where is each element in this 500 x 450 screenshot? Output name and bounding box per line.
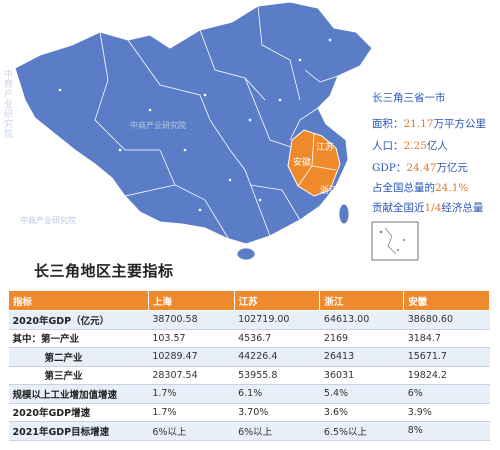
table-title: 长三角地区主要指标	[34, 262, 174, 280]
table-row: 2020年GDP（亿元） 38700.58 102719.00 64613.00…	[8, 310, 490, 330]
row-label: 其中：第一产业	[8, 329, 149, 348]
table-cell: 8%	[403, 421, 490, 441]
table-cell: 3.6%	[319, 403, 404, 422]
table-cell: 3.70%	[234, 403, 320, 422]
map-label-anhui: 安徽	[293, 158, 312, 168]
map-label-shanghai: 上海	[345, 166, 364, 176]
watermark-stamp: 中商产业研究院	[130, 121, 186, 130]
watermark-stamp: 中商产业研究院	[20, 216, 76, 225]
row-label: 第二产业	[8, 347, 149, 367]
table-row: 第三产业 28307.54 53955.8 36031 19824.2	[8, 366, 490, 385]
table-row: 规模以上工业增加值增速 1.7% 6.1% 5.4% 6%	[8, 384, 490, 404]
china-map	[14, 1, 419, 261]
table-cell: 53955.8	[234, 366, 320, 385]
table-cell: 6.1%	[234, 384, 320, 404]
info-share: 占全国总量的24.1%	[372, 182, 469, 194]
table-row: 2020年GDP增速 1.7% 3.70% 3.6% 3.9%	[8, 403, 490, 422]
table-cell: 6%以上	[234, 421, 320, 441]
table-cell: 103.57	[148, 329, 235, 348]
china-land	[14, 1, 373, 245]
city-dots	[58, 38, 332, 212]
table-row: 2021年GDP目标增速 6%以上 6%以上 6.5%以上 8%	[8, 421, 490, 441]
row-label: 规模以上工业增加值增速	[8, 384, 149, 404]
table-cell: 38700.58	[148, 310, 235, 330]
row-label: 2020年GDP（亿元）	[8, 310, 149, 330]
yangtze-delta-region	[287, 129, 341, 197]
map-label-jiangsu: 江苏	[316, 143, 335, 153]
table-cell: 6%以上	[148, 421, 235, 441]
table-cell: 4536.7	[234, 329, 320, 348]
south-sea-inset	[371, 221, 419, 261]
table-cell: 64613.00	[319, 310, 404, 330]
info-population: 人口：2.25亿人	[372, 140, 448, 152]
table-cell: 1.7%	[148, 403, 235, 422]
table-header-row: 指标 上海 江苏 浙江 安徽	[8, 290, 490, 311]
hainan-island	[236, 247, 256, 261]
table-cell: 10289.47	[148, 347, 235, 367]
info-heading: 长三角三省一市	[372, 92, 446, 104]
table-cell: 102719.00	[234, 310, 320, 330]
column-header: 江苏	[233, 290, 321, 311]
table-cell: 15671.7	[403, 347, 490, 367]
map-area: 江苏 上海 安徽 浙江 中商产业研究院 中商产业研究院 中商产业研究院 长三角三…	[4, 1, 487, 261]
table-cell: 26413	[319, 347, 404, 367]
table-cell: 6.5%以上	[319, 421, 404, 441]
watermark-side: 中商产业研究院	[4, 70, 14, 140]
table-cell: 3.9%	[403, 403, 490, 422]
table-cell: 44226.4	[234, 347, 320, 367]
table-row: 其中：第一产业 103.57 4536.7 2169 3184.7	[8, 329, 490, 348]
table-cell: 19824.2	[403, 366, 490, 385]
table-cell: 28307.54	[148, 366, 235, 385]
info-area: 面积：21.17万平方公里	[372, 118, 487, 130]
table-cell: 2169	[319, 329, 404, 348]
map-label-zhejiang: 浙江	[320, 186, 339, 196]
table-cell: 3184.7	[403, 329, 490, 348]
info-gdp: GDP：24.47万亿元	[372, 162, 468, 174]
table-cell: 36031	[319, 366, 404, 385]
indicator-table: 指标 上海 江苏 浙江 安徽 2020年GDP（亿元） 38700.58 102…	[8, 290, 490, 441]
table-row: 第二产业 10289.47 44226.4 26413 15671.7	[8, 347, 490, 367]
column-header: 浙江	[319, 290, 405, 311]
info-contribution: 贡献全国近1/4经济总量	[372, 202, 484, 214]
row-label: 第三产业	[8, 366, 149, 385]
taiwan-island	[338, 203, 350, 225]
column-header: 上海	[147, 290, 235, 311]
table-cell: 6%	[403, 384, 490, 404]
province-borders	[94, 5, 339, 239]
column-header: 指标	[8, 290, 149, 311]
table-cell: 5.4%	[319, 384, 404, 404]
row-label: 2020年GDP增速	[8, 403, 149, 422]
row-label: 2021年GDP目标增速	[8, 421, 149, 441]
table-cell: 38680.60	[403, 310, 490, 330]
column-header: 安徽	[403, 290, 490, 311]
table-cell: 1.7%	[148, 384, 235, 404]
